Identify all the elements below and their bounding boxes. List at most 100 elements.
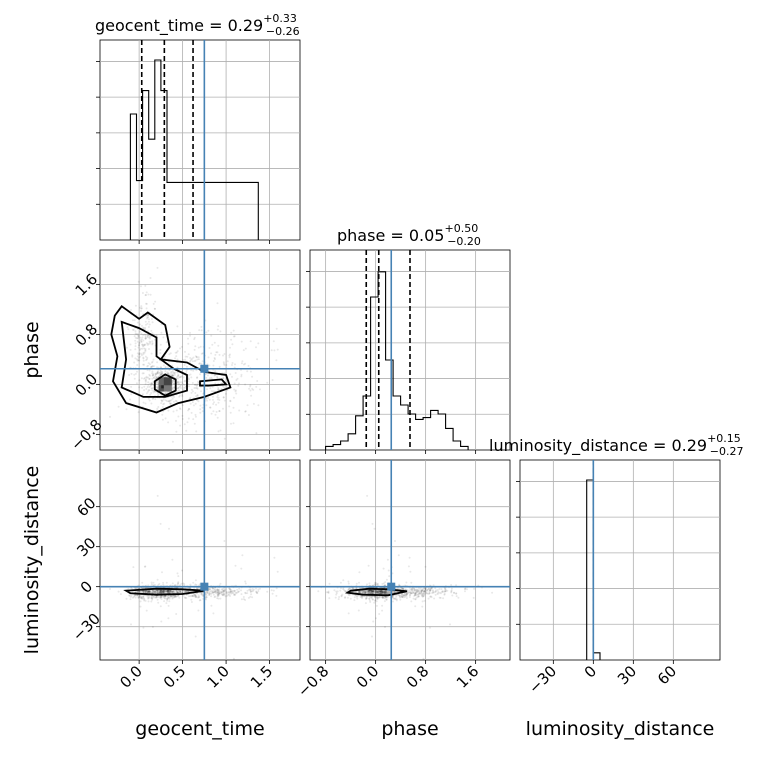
scatter-point (168, 589, 171, 592)
scatter-point (181, 418, 184, 420)
scatter-point (212, 591, 214, 594)
scatter-point (429, 595, 432, 598)
scatter-point (382, 567, 385, 570)
scatter-point (240, 598, 243, 601)
scatter-point (140, 307, 143, 310)
scatter-point (206, 591, 208, 594)
scatter-point (162, 591, 165, 594)
scatter-point (407, 565, 410, 568)
scatter-point (196, 592, 198, 595)
scatter-point (184, 350, 186, 353)
scatter-point (383, 592, 386, 595)
scatter-point (229, 353, 231, 356)
scatter-point (144, 343, 147, 346)
scatter-point (172, 596, 175, 599)
scatter-point (217, 589, 220, 592)
scatter-point (134, 330, 137, 333)
scatter-point (411, 588, 414, 591)
scatter-point (198, 362, 201, 365)
scatter-point (188, 397, 191, 400)
scatter-point (177, 377, 179, 380)
scatter-point (164, 589, 167, 592)
scatter-point (173, 372, 176, 375)
scatter-point (364, 592, 367, 595)
scatter-point (193, 593, 196, 596)
scatter-point (409, 591, 412, 594)
scatter-point (411, 587, 414, 590)
scatter-point (160, 589, 163, 592)
scatter-point (376, 591, 379, 594)
scatter-point (216, 591, 219, 594)
scatter-point (156, 591, 159, 594)
scatter-point (187, 590, 190, 593)
scatter-point (144, 380, 147, 383)
scatter-point (147, 591, 150, 594)
scatter-point (380, 596, 383, 598)
scatter-point (222, 377, 225, 380)
scatter-point (244, 362, 247, 365)
scatter-point (371, 589, 374, 592)
scatter-point (148, 589, 151, 592)
scatter-point (199, 373, 202, 376)
scatter-point (251, 596, 254, 599)
scatter-point (159, 596, 162, 599)
scatter-point (374, 589, 377, 592)
scatter-point (143, 385, 146, 388)
scatter-point (138, 349, 141, 351)
scatter-point (222, 396, 225, 399)
scatter-point (142, 372, 145, 375)
scatter-point (423, 593, 426, 596)
scatter-point (439, 596, 442, 599)
scatter-point (375, 591, 378, 594)
scatter-point (187, 374, 190, 377)
scatter-point (327, 590, 330, 593)
contour-dist-phase (344, 587, 408, 597)
scatter-point (156, 366, 159, 369)
scatter-point (208, 364, 211, 367)
scatter-point (367, 589, 370, 592)
scatter-point (425, 591, 427, 594)
scatter-point (190, 376, 193, 379)
scatter-point (433, 597, 436, 600)
scatter-point (223, 386, 226, 389)
scatter-point (173, 591, 176, 594)
scatter-point (384, 591, 386, 593)
scatter-point (160, 598, 163, 600)
scatter-point (182, 582, 185, 585)
scatter-point (381, 591, 384, 594)
scatter-point (128, 594, 131, 597)
scatter-point (434, 587, 437, 590)
quantile-lines (140, 40, 594, 660)
scatter-point (385, 590, 388, 593)
scatter-point (225, 364, 228, 366)
scatter-point (377, 597, 379, 600)
scatter-point (148, 399, 151, 402)
scatter-point (256, 591, 259, 594)
scatter-point (376, 583, 379, 586)
x-tick-label: 0.5 (160, 662, 190, 692)
scatter-point (167, 596, 170, 599)
scatter-point (391, 590, 394, 593)
scatter-point (146, 369, 149, 372)
scatter-point (185, 590, 188, 593)
scatter-point (226, 591, 229, 594)
scatter-point (384, 591, 387, 594)
scatter-point (155, 589, 158, 592)
scatter-point (173, 594, 176, 597)
scatter-point (382, 592, 385, 594)
scatter-point (143, 597, 146, 600)
scatter-point (249, 340, 252, 343)
scatter-point (276, 570, 279, 573)
scatter-point (133, 373, 136, 376)
scatter-point (175, 351, 178, 354)
scatter-point (165, 589, 168, 592)
scatter-point (370, 590, 373, 593)
scatter-point (242, 596, 245, 598)
scatter-point (249, 370, 252, 373)
scatter-point (212, 591, 215, 594)
scatter-point (191, 594, 194, 597)
scatter-point (138, 353, 141, 356)
scatter-point (391, 591, 394, 594)
scatter-point (417, 593, 420, 595)
scatter-point (213, 341, 216, 344)
